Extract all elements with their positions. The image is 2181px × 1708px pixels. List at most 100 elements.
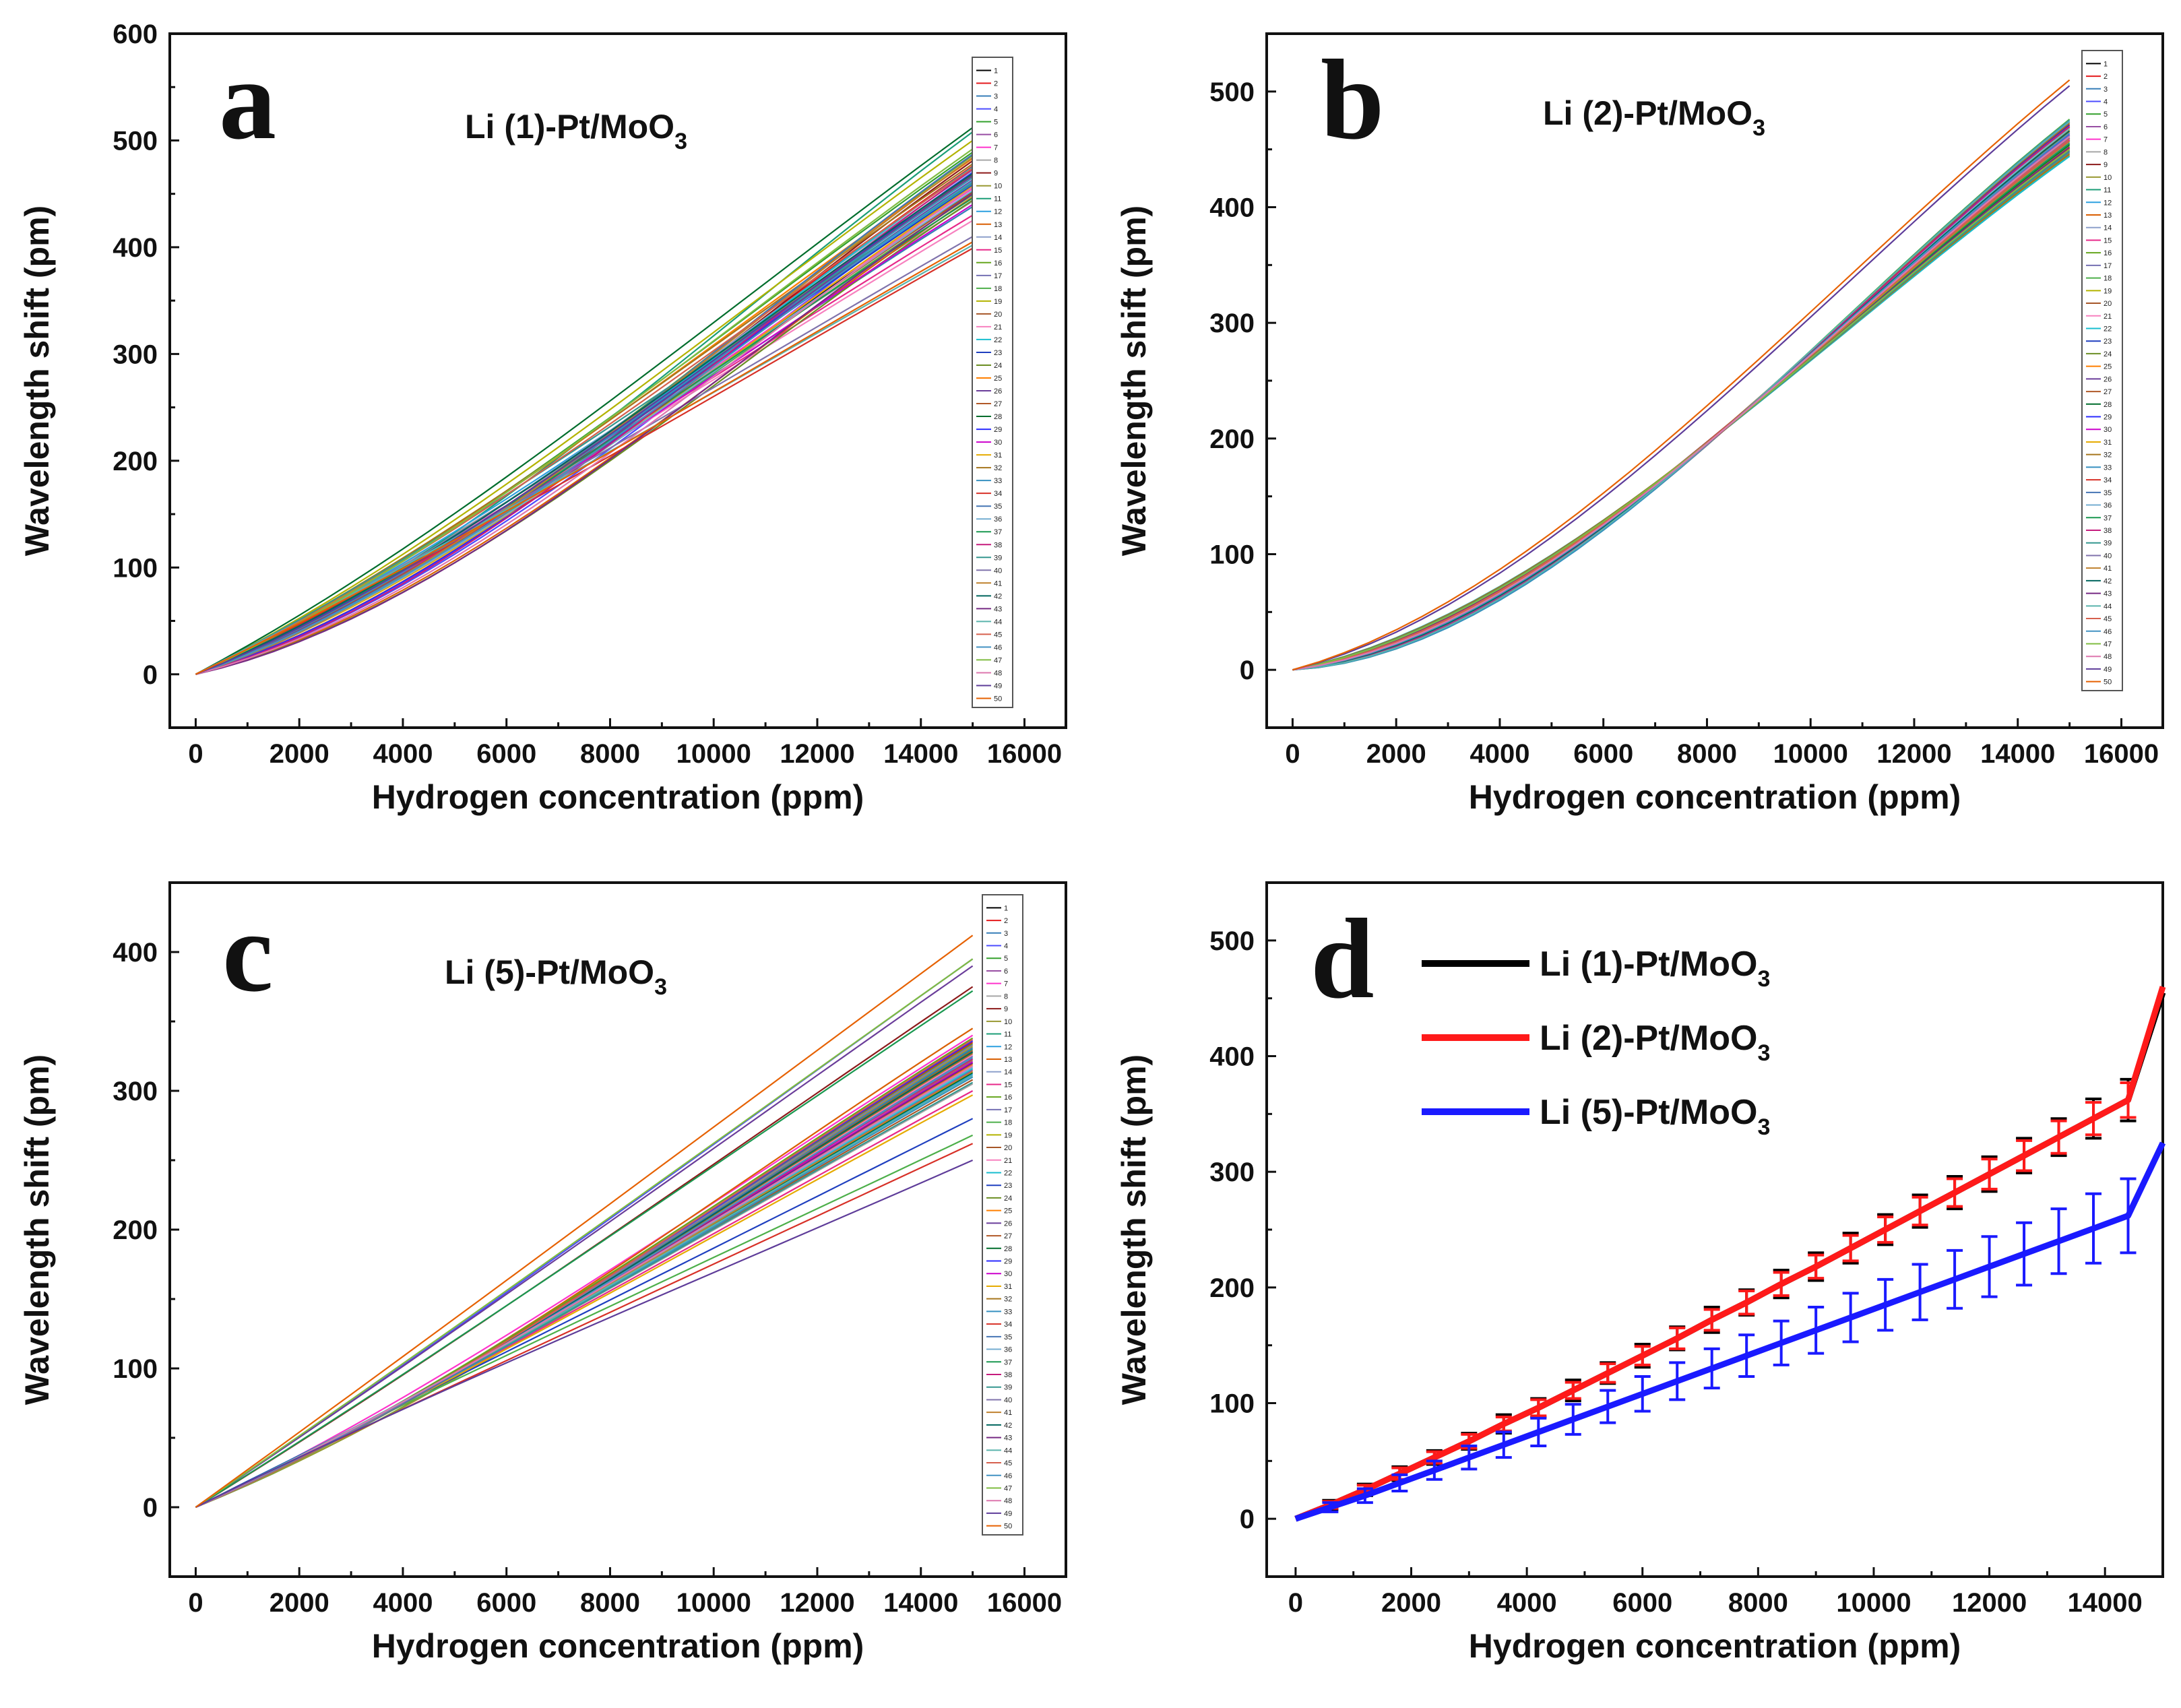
series-line-18 (1292, 119, 2071, 671)
panel-title: Li (1)-Pt/MoO3 (465, 108, 687, 154)
legend-label: 9 (2104, 161, 2108, 169)
y-tick-label: 500 (113, 126, 158, 156)
x-axis-label: Hydrogen concentration (ppm) (372, 1627, 864, 1665)
legend-label: Li (2)-Pt/MoO3 (1540, 1019, 1770, 1066)
legend-label: 43 (994, 605, 1002, 613)
legend-label: 46 (994, 643, 1002, 652)
legend-label: 35 (1004, 1333, 1012, 1341)
y-tick-label: 300 (1209, 1158, 1255, 1187)
legend-label: 10 (2104, 174, 2112, 182)
series-line-13 (1292, 123, 2071, 671)
legend-label: 43 (2104, 590, 2112, 598)
legend-label: 9 (994, 170, 998, 178)
series-line-49 (1292, 85, 2071, 671)
x-tick-label: 12000 (1876, 739, 1951, 769)
legend-label: 40 (994, 567, 1002, 575)
legend-label: 15 (2104, 236, 2112, 245)
y-tick-label: 300 (1209, 309, 1255, 338)
legend-label: 36 (1004, 1346, 1012, 1354)
legend-label: 8 (1004, 992, 1008, 1001)
legend: 1234567891011121314151617181920212223242… (2081, 50, 2123, 691)
legend-label: 2 (2104, 73, 2108, 81)
legend-label: 15 (1004, 1081, 1012, 1089)
legend-label: 27 (994, 400, 1002, 408)
legend-label: 50 (1004, 1523, 1012, 1531)
legend-label: 36 (994, 515, 1002, 524)
x-tick-label: 8000 (580, 739, 640, 769)
legend-label: 35 (2104, 489, 2112, 497)
legend-label: 2 (1004, 917, 1008, 925)
legend-label: 44 (994, 618, 1002, 626)
x-tick-label: 8000 (1677, 739, 1737, 769)
legend-label: 42 (2104, 577, 2112, 586)
y-axis: 0 100 200 300 400 500 600 (113, 20, 179, 690)
series-line-29 (1292, 133, 2071, 671)
legend-label: 33 (994, 477, 1002, 485)
legend-label-main: Li (1)-Pt/MoO (1540, 945, 1758, 984)
legend-label: 24 (1004, 1195, 1012, 1203)
legend-label: 25 (994, 375, 1002, 383)
legend-label: 31 (994, 451, 1002, 460)
legend-label: 23 (994, 349, 1002, 357)
legend-label: 18 (994, 285, 1002, 293)
y-tick-label: 0 (1240, 1505, 1255, 1534)
y-tick-label: 400 (1209, 193, 1255, 223)
legend-label: 40 (2104, 552, 2112, 560)
legend-label: 27 (1004, 1232, 1012, 1240)
x-axis: 0 2000 4000 6000 8000 10000 12000 14000 16000 (188, 718, 1062, 769)
legend-label: 7 (1004, 980, 1008, 988)
legend-label: 29 (994, 426, 1002, 434)
series-line-42 (195, 172, 974, 675)
panel-title-subscript: 3 (674, 129, 687, 154)
series-line-48 (195, 187, 974, 675)
legend-label: 38 (994, 541, 1002, 549)
series-line-4 (1292, 125, 2071, 671)
legend-label: 17 (2104, 262, 2112, 270)
legend-label: 37 (994, 528, 1002, 536)
y-tick-label: 300 (113, 1077, 158, 1106)
series-line-13 (195, 1027, 974, 1509)
x-tick-label: 10000 (676, 739, 751, 769)
legend-label: 18 (1004, 1119, 1012, 1127)
legend-label: 31 (2104, 439, 2112, 447)
panel-c: 0 2000 4000 6000 8000 10000 12000 14000 16000010… (18, 881, 1067, 1665)
series-line-11 (1292, 127, 2071, 671)
x-tick-label: 0 (1285, 739, 1300, 769)
legend-label: 11 (2104, 187, 2111, 195)
series-line-50 (195, 241, 974, 675)
legend-label: 24 (2104, 350, 2112, 358)
legend-label: 30 (1004, 1270, 1012, 1278)
series-line-50 (1292, 79, 2071, 671)
y-tick-label: 500 (1209, 926, 1255, 956)
legend-label: 45 (2104, 615, 2112, 623)
x-tick-label: 16000 (2084, 739, 2159, 769)
y-tick-label: 500 (1209, 77, 1255, 107)
x-tick-label: 8000 (1728, 1588, 1788, 1618)
legend-label: 38 (1004, 1371, 1012, 1379)
y-tick-label: 300 (113, 340, 158, 369)
legend-label: 2 (994, 80, 998, 88)
x-tick-label: 8000 (580, 1588, 640, 1618)
y-tick-label: 400 (1209, 1042, 1255, 1072)
x-tick-label: 4000 (1469, 739, 1529, 769)
series-line-49 (195, 175, 974, 675)
legend-label: 45 (994, 631, 1002, 639)
x-axis-label: Hydrogen concentration (ppm) (1469, 1627, 1961, 1665)
legend-label: 32 (2104, 451, 2112, 460)
legend-label: 45 (1004, 1459, 1012, 1467)
legend-label: 41 (2104, 565, 2112, 573)
legend-label: 41 (994, 579, 1002, 588)
x-tick-label: 2000 (1381, 1588, 1441, 1618)
legend-label: 47 (994, 656, 1002, 664)
legend-label: 32 (994, 464, 1002, 472)
x-tick-label: 14000 (883, 1588, 958, 1618)
y-tick-label: 200 (113, 447, 158, 476)
panel-letter: d (1310, 895, 1374, 1022)
series-line-9 (1292, 137, 2071, 671)
legend-label-subscript: 3 (1758, 966, 1771, 992)
y-axis: 0 100 200 300 400 500 (1209, 77, 1276, 685)
legend-label-subscript: 3 (1758, 1114, 1771, 1140)
series-group (1294, 986, 2166, 1522)
legend-label: 10 (994, 183, 1002, 191)
